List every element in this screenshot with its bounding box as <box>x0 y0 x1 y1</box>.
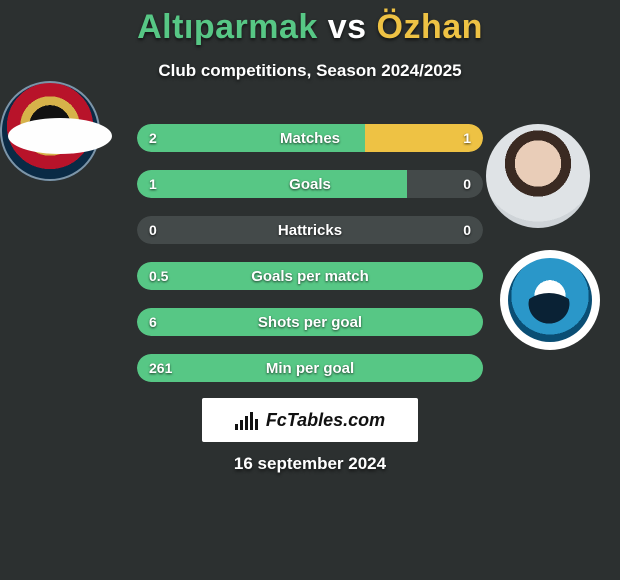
stat-row: 0.5Goals per match <box>137 262 483 290</box>
title-player2: Özhan <box>377 8 483 46</box>
stat-label: Goals per match <box>137 262 483 290</box>
stat-row: 00Hattricks <box>137 216 483 244</box>
stat-label: Matches <box>137 124 483 152</box>
stat-label: Hattricks <box>137 216 483 244</box>
stat-label: Min per goal <box>137 354 483 382</box>
player1-avatar <box>8 118 112 154</box>
brand-text: FcTables.com <box>266 410 385 431</box>
player2-avatar <box>486 124 590 228</box>
stat-row: 6Shots per goal <box>137 308 483 336</box>
date-label: 16 september 2024 <box>0 454 620 474</box>
title-player1: Altıparmak <box>137 8 318 46</box>
title-vs: vs <box>328 8 367 46</box>
comparison-title: Altıparmak vs Özhan <box>0 0 620 47</box>
stat-row: 261Min per goal <box>137 354 483 382</box>
stat-label: Shots per goal <box>137 308 483 336</box>
brand-box: FcTables.com <box>202 398 418 442</box>
player2-club-logo <box>500 250 600 350</box>
stat-row: 10Goals <box>137 170 483 198</box>
brand-bars-icon <box>235 410 258 430</box>
player2-club-logo-inner <box>508 258 592 342</box>
comparison-subtitle: Club competitions, Season 2024/2025 <box>0 61 620 81</box>
stats-container: 21Matches 10Goals 00Hattricks 0.5Goals per … <box>137 124 483 400</box>
stat-label: Goals <box>137 170 483 198</box>
stat-row: 21Matches <box>137 124 483 152</box>
